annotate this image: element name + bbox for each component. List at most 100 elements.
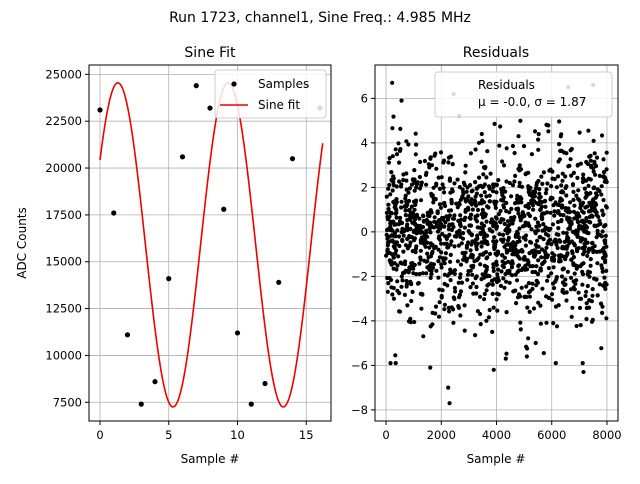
residual-point [544, 122, 549, 127]
residual-point [393, 353, 398, 358]
residual-point [502, 221, 507, 227]
residuals-y-ticks: −8 −6 −4 −2 0 2 4 6 [351, 91, 375, 417]
sine-fit-line [99, 81, 324, 408]
sample-point [193, 83, 199, 89]
residual-point [447, 271, 452, 276]
sine-fit-xtick-label: 10 [230, 428, 245, 442]
residual-point [412, 217, 418, 222]
residual-point [463, 209, 468, 214]
residual-point [458, 313, 463, 318]
residual-point [392, 245, 397, 250]
residual-point [561, 266, 566, 271]
residual-point [523, 237, 528, 242]
residual-point [473, 333, 478, 338]
residual-point [551, 321, 556, 326]
residual-point [479, 131, 484, 137]
residual-point [431, 200, 436, 205]
residual-point [474, 244, 479, 249]
residual-point [470, 239, 475, 244]
residual-point [531, 306, 537, 311]
residual-point [482, 211, 487, 216]
residual-point [572, 216, 577, 221]
residual-point [468, 248, 473, 253]
residual-point [564, 193, 569, 198]
residual-point [391, 285, 396, 291]
residual-point [574, 278, 579, 283]
residual-point [599, 192, 604, 197]
residual-point [482, 190, 487, 195]
residual-point [412, 238, 417, 243]
residual-point [550, 176, 555, 181]
residual-point [592, 185, 597, 190]
residuals-legend: Residuals μ = -0.0, σ = 1.87 [434, 71, 613, 118]
sine-fit-x-ticks: 0 5 10 15 [96, 421, 314, 442]
residual-point [455, 177, 460, 182]
residual-point [476, 256, 481, 261]
residual-point [441, 258, 446, 263]
residual-point [587, 270, 593, 275]
residual-point [579, 262, 585, 267]
residual-point [491, 262, 496, 267]
residual-point [552, 209, 557, 214]
residual-point [574, 246, 580, 252]
residuals-xlabel: Sample # [467, 452, 526, 466]
residual-point [496, 267, 501, 272]
residual-point [501, 265, 506, 270]
residual-point [437, 186, 442, 191]
residual-point [486, 205, 491, 210]
residual-point [515, 240, 520, 245]
residual-point [576, 188, 581, 193]
residual-point [388, 227, 393, 233]
residual-point [599, 184, 604, 189]
residual-point [479, 277, 484, 282]
residual-point [418, 248, 423, 253]
sample-point [262, 380, 268, 387]
residual-point [545, 278, 550, 283]
residual-point [384, 194, 389, 199]
residual-point [477, 201, 482, 206]
residual-point [550, 222, 556, 227]
residual-point [422, 158, 427, 164]
residual-point [580, 269, 585, 274]
residual-point [567, 226, 573, 231]
residual-point [469, 212, 474, 217]
residual-point [551, 258, 557, 263]
residual-point [554, 277, 559, 282]
residual-point [418, 255, 423, 260]
residual-point [473, 147, 478, 152]
residual-point [452, 285, 457, 291]
sample-point [289, 156, 296, 162]
residual-point [437, 202, 442, 207]
residual-point [456, 280, 461, 285]
residual-point [571, 285, 576, 290]
residual-point [536, 132, 541, 137]
residual-point [464, 245, 469, 250]
residual-point [446, 155, 451, 160]
residual-point [432, 219, 437, 224]
residual-point [520, 224, 526, 229]
residual-point [557, 157, 563, 162]
residual-point [409, 182, 414, 187]
residual-point [540, 286, 545, 291]
residual-point [534, 278, 539, 283]
residual-point [391, 114, 396, 119]
residual-point [517, 163, 522, 168]
residual-point [424, 217, 429, 223]
residual-point [558, 148, 563, 153]
residual-point [404, 284, 409, 289]
residual-point [535, 271, 540, 276]
residual-point [494, 199, 499, 204]
residual-point [401, 233, 406, 238]
residual-point [586, 246, 592, 251]
residual-point [447, 232, 452, 237]
residuals-ytick-label: 6 [361, 91, 368, 105]
residual-point [585, 283, 590, 289]
residual-point [424, 259, 429, 264]
legend-samples-label: Samples [258, 77, 309, 91]
residual-point [582, 244, 588, 249]
residual-point [422, 241, 427, 247]
residual-point [604, 316, 609, 321]
residual-point [556, 232, 561, 237]
residual-point [557, 142, 562, 147]
residual-point [452, 244, 457, 249]
